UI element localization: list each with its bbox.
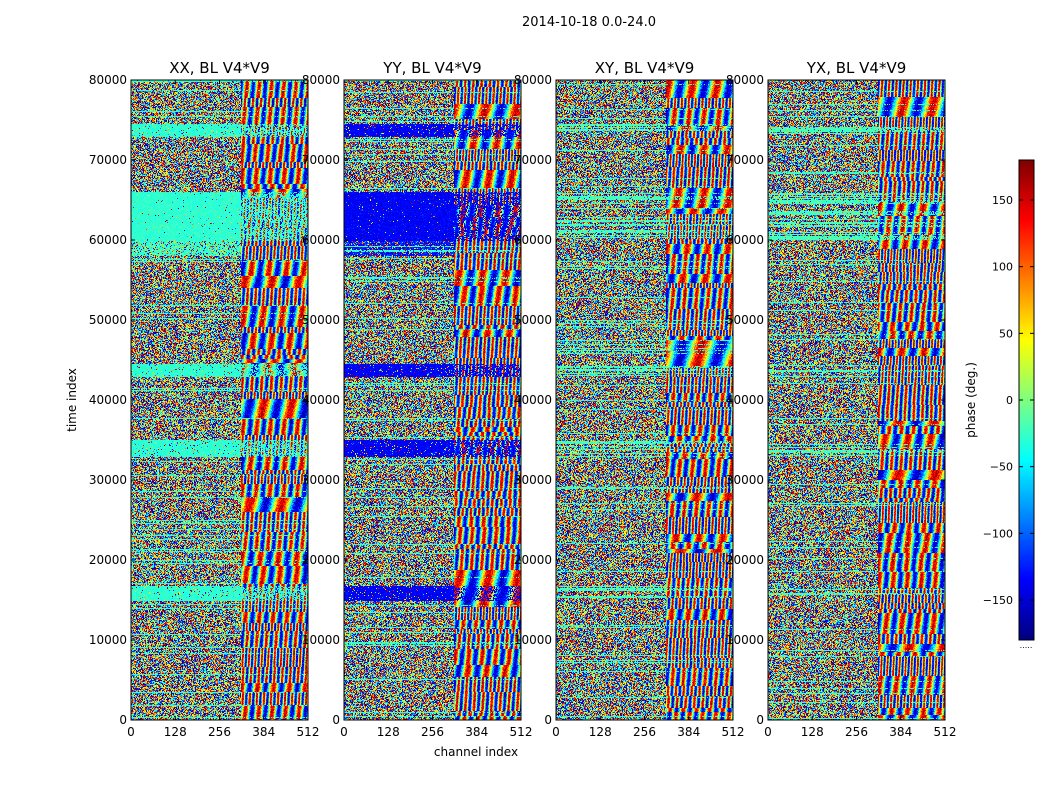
colorbar-tick-label: 0 (1006, 394, 1013, 407)
colorbar-gradient (1019, 160, 1034, 640)
colorbar-tick-label: 100 (992, 261, 1013, 274)
y-tick-label: 40000 (89, 393, 127, 407)
y-tick-label: 20000 (514, 553, 552, 567)
y-tick-label: 50000 (726, 313, 764, 327)
x-tick-label: 0 (552, 725, 560, 739)
y-tick-label: 70000 (726, 153, 764, 167)
y-tick-label: 70000 (514, 153, 552, 167)
heatmap-panel-yy (344, 80, 521, 720)
x-tick-label: 384 (889, 725, 912, 739)
panel-axes-group: XX, BL V4*V9 0 128 256 384 512 0 10000 20000 3000… (89, 59, 957, 739)
y-tick-label: 30000 (514, 473, 552, 487)
figure-suptitle: 2014-10-18 0.0-24.0 (522, 15, 656, 30)
x-tick-label: 0 (764, 725, 772, 739)
y-tick-label: 40000 (514, 393, 552, 407)
x-tick-label: 384 (252, 725, 275, 739)
y-tick-label: 80000 (89, 73, 127, 87)
colorbar-tick-label: −150 (983, 594, 1013, 607)
x-tick-label: 256 (845, 725, 868, 739)
y-tick-label: 30000 (726, 473, 764, 487)
y-tick-label: 70000 (302, 153, 340, 167)
y-axis-label: time index (65, 368, 79, 432)
heatmap-panel-yx (768, 80, 945, 720)
y-tick-label: 10000 (89, 633, 127, 647)
x-tick-label: 128 (164, 725, 187, 739)
x-tick-label: 128 (377, 725, 400, 739)
x-tick-label: 512 (934, 725, 957, 739)
y-tick-label: 0 (756, 713, 764, 727)
colorbar-footer: ..... (1020, 641, 1033, 650)
heatmap-panel-xy (556, 80, 733, 720)
x-tick-label: 512 (297, 725, 320, 739)
y-tick-label: 20000 (726, 553, 764, 567)
y-tick-label: 60000 (302, 233, 340, 247)
colorbar-label: phase (deg.) (964, 362, 978, 438)
y-tick-label: 40000 (726, 393, 764, 407)
x-axis-label: channel index (434, 745, 518, 759)
y-tick-label: 0 (544, 713, 552, 727)
colorbar-tick-label: −50 (990, 461, 1013, 474)
panel-title-yx: YX, BL V4*V9 (806, 59, 907, 77)
panel-frame-xx (130, 79, 309, 721)
panel-title-xx: XX, BL V4*V9 (169, 59, 270, 77)
y-tick-label: 10000 (726, 633, 764, 647)
x-tick-label: 0 (340, 725, 348, 739)
y-tick-label: 30000 (302, 473, 340, 487)
x-tick-label: 128 (801, 725, 824, 739)
y-tick-label: 10000 (514, 633, 552, 647)
y-tick-label: 80000 (726, 73, 764, 87)
x-tick-label: 512 (722, 725, 745, 739)
y-tick-label: 50000 (89, 313, 127, 327)
y-tick-label: 80000 (514, 73, 552, 87)
x-tick-label: 128 (589, 725, 612, 739)
x-tick-label: 512 (510, 725, 533, 739)
panel-frame-yy (343, 79, 522, 721)
y-tick-label: 60000 (89, 233, 127, 247)
x-tick-label: 384 (465, 725, 488, 739)
y-tick-label: 20000 (89, 553, 127, 567)
colorbar-tick-label: 50 (999, 327, 1013, 340)
y-tick-label: 10000 (302, 633, 340, 647)
panel-title-yy: YY, BL V4*V9 (382, 59, 481, 77)
panel-frame-yx (767, 79, 946, 721)
colorbar-tick-label: −100 (983, 527, 1013, 540)
x-tick-label: 384 (677, 725, 700, 739)
y-tick-label: 60000 (726, 233, 764, 247)
x-tick-label: 256 (633, 725, 656, 739)
panel-frame-xy (555, 79, 734, 721)
x-tick-label: 256 (421, 725, 444, 739)
y-tick-label: 80000 (302, 73, 340, 87)
colorbar-axes-group: −150 −100 −50 0 50 100 150 (983, 159, 1035, 641)
y-tick-label: 0 (332, 713, 340, 727)
y-tick-label: 40000 (302, 393, 340, 407)
heatmap-panel-xx (131, 80, 308, 720)
x-tick-label: 0 (127, 725, 135, 739)
y-tick-label: 50000 (302, 313, 340, 327)
y-tick-label: 20000 (302, 553, 340, 567)
y-tick-label: 50000 (514, 313, 552, 327)
y-tick-label: 60000 (514, 233, 552, 247)
panel-title-xy: XY, BL V4*V9 (595, 59, 695, 77)
colorbar-tick-label: 150 (992, 194, 1013, 207)
y-tick-label: 70000 (89, 153, 127, 167)
y-tick-label: 30000 (89, 473, 127, 487)
x-tick-label: 256 (208, 725, 231, 739)
y-tick-label: 0 (119, 713, 127, 727)
